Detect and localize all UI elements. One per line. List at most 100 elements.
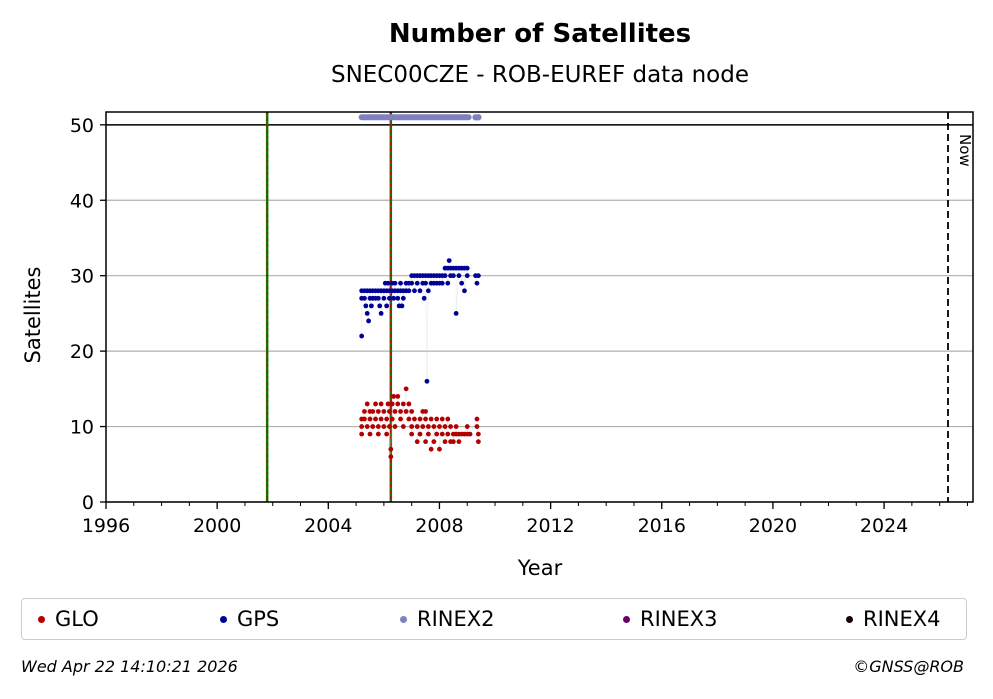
data-point-gps xyxy=(417,288,423,294)
x-tick-label: 2020 xyxy=(749,515,797,537)
data-point-glo xyxy=(431,439,437,445)
data-point-glo xyxy=(375,409,381,414)
data-point-glo xyxy=(450,439,456,445)
legend-label-gps: GPS xyxy=(237,607,280,631)
plot-area: Now 0 10 20 30 40 50 1996 2000 2004 2008 2012 2016 20… xyxy=(70,111,974,537)
data-point-glo xyxy=(370,424,376,429)
data-point-gps xyxy=(442,273,448,279)
legend-label-rinex4: RINEX4 xyxy=(863,607,941,631)
chart-subtitle: SNEC00CZE - ROB-EUREF data node xyxy=(331,62,749,88)
data-point-glo xyxy=(474,424,480,429)
plot-frame xyxy=(105,111,974,503)
data-point-glo xyxy=(417,431,423,437)
data-point-glo xyxy=(437,424,442,429)
data-point-glo xyxy=(367,431,373,437)
x-tick-label: 1996 xyxy=(82,515,130,537)
data-point-glo xyxy=(364,424,370,429)
y-tick-label: 10 xyxy=(70,417,94,439)
data-point-gps xyxy=(364,311,370,316)
data-point-glo xyxy=(373,416,378,422)
data-point-gps xyxy=(385,280,391,286)
footer-credit: ©GNSS@ROB xyxy=(853,657,964,676)
x-tick-label: 2000 xyxy=(193,515,241,537)
data-point-glo xyxy=(391,393,397,399)
data-point-gps xyxy=(391,295,397,301)
data-point-gps xyxy=(414,280,420,286)
chart-title: Number of Satellites xyxy=(389,19,691,49)
data-point-glo xyxy=(467,431,473,437)
y-tick-label: 50 xyxy=(70,115,94,137)
data-point-glo xyxy=(442,439,448,445)
legend-marker-glo-icon xyxy=(38,615,45,623)
data-point-glo xyxy=(367,416,373,422)
legend-item-rinex2: RINEX2 xyxy=(400,599,495,639)
x-tick-label: 2012 xyxy=(526,515,574,537)
data-point-gps xyxy=(400,295,406,301)
data-point-gps xyxy=(362,295,367,301)
legend-marker-rinex4-icon xyxy=(846,615,853,623)
legend-label-rinex3: RINEX3 xyxy=(640,607,718,631)
data-point-glo xyxy=(398,416,403,422)
data-point-glo xyxy=(425,431,431,437)
y-tick-label: 40 xyxy=(70,190,94,212)
data-point-glo xyxy=(392,424,398,429)
data-point-glo xyxy=(423,409,428,414)
data-point-glo xyxy=(412,416,417,422)
data-point-gps xyxy=(381,295,387,301)
series-trace xyxy=(361,388,479,457)
x-axis-label: Year xyxy=(517,556,563,580)
y-axis-label: Satellites xyxy=(21,267,45,364)
data-point-glo xyxy=(375,424,381,429)
series-trace xyxy=(361,260,479,382)
data-point-glo xyxy=(389,401,395,407)
data-point-glo xyxy=(384,416,390,422)
satellites-chart: Number of Satellites SNEC00CZE - ROB-EUR… xyxy=(21,19,974,580)
data-point-gps xyxy=(475,273,481,279)
data-point-glo xyxy=(442,424,448,429)
data-point-glo xyxy=(403,409,409,414)
data-point-glo xyxy=(381,409,387,414)
data-point-glo xyxy=(381,424,387,429)
data-point-glo xyxy=(434,431,440,437)
legend-label-glo: GLO xyxy=(55,607,99,631)
data-point-gps xyxy=(377,303,383,309)
data-point-glo xyxy=(423,416,428,422)
data-point-gps xyxy=(464,273,470,279)
data-point-glo xyxy=(395,393,401,399)
data-point-gps xyxy=(423,280,428,286)
data-point-glo xyxy=(439,416,445,422)
data-point-glo xyxy=(388,446,394,452)
data-point-gps xyxy=(399,303,405,309)
data-point-glo xyxy=(474,416,480,422)
data-point-glo xyxy=(428,416,434,422)
footer-timestamp: Wed Apr 22 14:10:21 2026 xyxy=(21,657,238,676)
data-point-glo xyxy=(400,424,406,429)
data-point-glo xyxy=(434,416,440,422)
data-point-gps xyxy=(439,280,445,286)
y-tick-label: 0 xyxy=(82,492,94,514)
data-point-glo xyxy=(364,401,370,407)
data-point-glo xyxy=(362,409,367,414)
data-point-glo xyxy=(398,409,403,414)
data-point-gps xyxy=(446,258,452,264)
data-point-gps xyxy=(421,295,427,301)
data-point-gps xyxy=(464,265,470,271)
data-point-gps xyxy=(363,303,369,309)
data-point-glo xyxy=(439,431,445,437)
data-point-glo xyxy=(414,439,420,445)
data-point-gps xyxy=(359,333,365,339)
data-point-gps xyxy=(456,273,462,279)
data-point-glo xyxy=(392,409,398,414)
data-point-glo xyxy=(423,439,428,445)
x-tick-label: 2008 xyxy=(415,515,463,537)
data-point-glo xyxy=(414,424,420,429)
data-point-glo xyxy=(445,416,451,422)
data-point-glo xyxy=(453,424,459,429)
data-point-glo xyxy=(431,424,437,429)
data-point-glo xyxy=(420,424,426,429)
data-point-gps xyxy=(398,280,403,286)
legend-item-rinex3: RINEX3 xyxy=(623,599,718,639)
data-point-gps xyxy=(424,378,430,384)
series-glo xyxy=(359,386,481,460)
data-point-glo xyxy=(409,409,415,414)
